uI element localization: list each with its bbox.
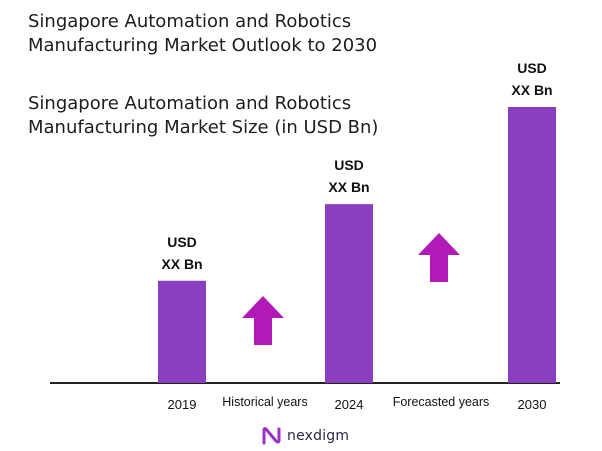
x-tick-label-2019: 2019 — [168, 397, 197, 412]
period-label-1: Forecasted years — [393, 395, 490, 409]
chart-title: Singapore Automation and Robotics Manufa… — [28, 10, 468, 58]
chart-subtitle: Singapore Automation and Robotics Manufa… — [28, 92, 468, 140]
bar-value-label-line1: USD — [167, 234, 197, 250]
logo-text: nexdigm — [287, 428, 350, 444]
bar-value-label-line2: XX Bn — [328, 179, 369, 195]
x-tick-label-2024: 2024 — [335, 397, 364, 412]
bar-value-label-line1: USD — [517, 60, 547, 76]
bar-2024 — [325, 204, 373, 383]
up-arrow-icon — [242, 296, 284, 345]
chart-subtitle-line-2: Manufacturing Market Size (in USD Bn) — [28, 117, 379, 138]
period-label-0: Historical years — [222, 395, 307, 409]
x-tick-label-2030: 2030 — [518, 397, 547, 412]
chart-title-line-1: Singapore Automation and Robotics — [28, 11, 352, 32]
bar-value-label-line2: XX Bn — [161, 256, 202, 272]
bar-value-label-line1: USD — [334, 157, 364, 173]
chart-subtitle-line-1: Singapore Automation and Robotics — [28, 93, 352, 114]
up-arrow-icon — [418, 233, 460, 282]
bar-value-label-line2: XX Bn — [511, 82, 552, 98]
bar-2019 — [158, 280, 206, 383]
nexdigm-logo-icon — [262, 427, 281, 445]
chart-title-line-2: Manufacturing Market Outlook to 2030 — [28, 35, 378, 56]
bar-2030 — [508, 107, 556, 383]
nexdigm-logo: nexdigm — [261, 425, 349, 447]
